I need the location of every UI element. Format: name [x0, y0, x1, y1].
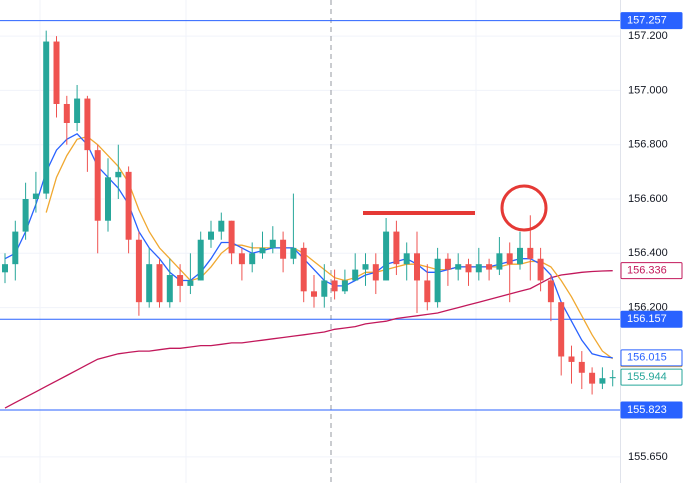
- candle-body: [527, 247, 534, 259]
- candle-body: [32, 193, 39, 200]
- candle-body: [238, 253, 245, 265]
- candle-body: [12, 231, 19, 265]
- candle-body: [259, 247, 266, 254]
- candle-body: [517, 247, 523, 265]
- candle-body: [362, 264, 369, 270]
- candle-body: [228, 220, 235, 254]
- candle-body: [166, 275, 173, 303]
- candle-body: [105, 177, 111, 221]
- candle-body: [383, 231, 390, 281]
- price-label: 155.944: [627, 371, 667, 383]
- axis-layer: 157.200 157.000 156.800 156.600 156.400 156.2…: [620, 12, 683, 463]
- candle-body: [300, 247, 307, 292]
- grid-layer: [0, 0, 620, 483]
- candle-body: [63, 103, 70, 123]
- candle-body: [578, 361, 585, 373]
- y-tick-label: 156.400: [628, 247, 668, 259]
- candle-body: [506, 253, 513, 265]
- candle-body: [496, 253, 503, 270]
- candle-body: [125, 171, 132, 240]
- candle-body: [280, 239, 287, 259]
- candle-body: [403, 253, 410, 265]
- candle-body: [22, 199, 29, 232]
- plot-layer: [0, 20, 620, 411]
- price-label: 155.823: [627, 404, 667, 416]
- candle-body: [455, 264, 462, 270]
- y-tick-label: 157.200: [628, 30, 668, 42]
- y-tick-label: 156.600: [628, 193, 668, 205]
- candle-body: [197, 239, 204, 281]
- candle-body: [74, 98, 81, 123]
- price-label-box: [620, 12, 683, 30]
- candle-body: [249, 253, 256, 265]
- candle-body: [414, 253, 420, 281]
- candle-body: [177, 275, 184, 286]
- candle-body: [218, 220, 225, 232]
- candle-body: [135, 239, 142, 303]
- candle-body: [475, 264, 482, 273]
- y-tick-label: 155.650: [628, 451, 668, 463]
- y-tick-label: 156.200: [628, 302, 668, 314]
- candle-body: [372, 264, 379, 281]
- price-label-box: [620, 368, 683, 386]
- candle-body: [84, 98, 91, 151]
- candle-body: [290, 247, 297, 259]
- price-label: 156.015: [627, 352, 667, 364]
- candle-body: [434, 258, 441, 303]
- candle-body: [424, 280, 431, 303]
- price-label: 157.257: [627, 15, 667, 27]
- moving-average: [4, 270, 613, 409]
- price-label: 156.157: [627, 313, 667, 325]
- candle-body: [269, 239, 276, 248]
- candle-body: [352, 269, 359, 281]
- candle-body: [486, 264, 493, 270]
- candle-body: [393, 231, 400, 265]
- candle-body: [43, 41, 50, 194]
- candle-body: [341, 280, 348, 292]
- candle-body: [187, 280, 194, 286]
- candle-body: [589, 372, 596, 384]
- y-tick-label: 156.800: [628, 139, 668, 151]
- candle-body: [208, 231, 214, 240]
- candle-body: [558, 302, 565, 357]
- annotation-circle: [500, 184, 548, 232]
- candle-body: [444, 258, 451, 270]
- candle-body: [331, 280, 338, 292]
- candle-body: [599, 378, 606, 384]
- candle-body: [465, 264, 472, 273]
- candle-body: [2, 264, 8, 273]
- candle-body: [568, 356, 575, 362]
- price-label-box: [620, 401, 683, 419]
- candle-body: [94, 150, 101, 221]
- candle-body: [156, 264, 163, 303]
- price-label-box: [620, 349, 683, 367]
- moving-average: [45, 135, 614, 360]
- candle-body: [321, 280, 328, 297]
- candle-body: [146, 264, 153, 303]
- candle-body: [115, 171, 122, 178]
- price-label: 156.336: [627, 265, 667, 277]
- candle-body: [547, 280, 554, 303]
- candle-body: [53, 41, 60, 104]
- candle-body: [537, 258, 544, 281]
- candle-body: [311, 291, 317, 297]
- price-label-box: [620, 310, 683, 328]
- y-tick-label: 157.000: [628, 84, 668, 96]
- price-label-box: [620, 262, 683, 280]
- candle-body: [609, 377, 616, 379]
